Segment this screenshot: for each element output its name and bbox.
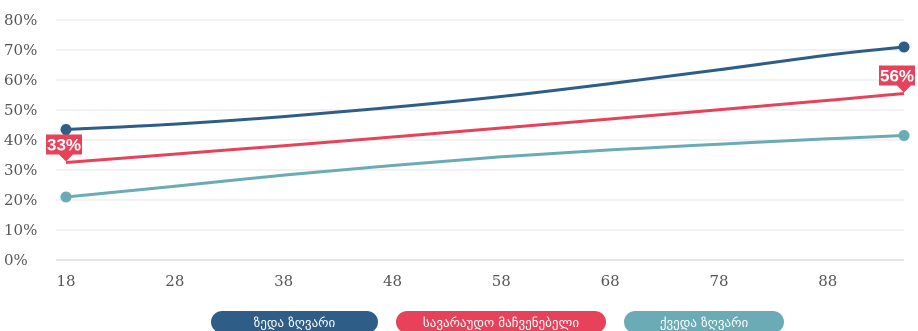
y-tick-label: 80% (4, 11, 37, 29)
legend-item-0[interactable]: ზედა ზღვარი (211, 311, 378, 331)
y-tick-label: 60% (4, 71, 37, 89)
x-tick-label: 38 (274, 272, 293, 290)
callout-pointer (59, 154, 73, 162)
data-label: 33% (47, 136, 81, 155)
grid-lines (56, 19, 904, 261)
data-point (60, 124, 72, 135)
x-tick-label: 58 (492, 272, 511, 290)
x-tick-label: 68 (601, 272, 620, 290)
series-line-1 (65, 92, 905, 164)
legend-pill (624, 311, 784, 331)
series-layer (60, 41, 910, 203)
callout-label: 56% (879, 65, 915, 93)
callouts-layer: 33% 56% (46, 65, 915, 162)
legend-label: ზედა ზღვარი (254, 316, 336, 331)
legend-label: სავარაუდო მაჩვენებელი (423, 316, 579, 331)
legend-item-2[interactable]: ქვედა ზღვარი (624, 311, 784, 331)
callout-box (879, 65, 915, 86)
y-tick-label: 40% (4, 131, 37, 149)
callout-pointer (897, 85, 911, 93)
series-line-2 (65, 134, 905, 199)
y-tick-label: 0% (4, 251, 28, 269)
data-label: 56% (880, 67, 914, 86)
y-tick-label: 30% (4, 161, 37, 179)
callout-label: 33% (46, 134, 82, 162)
y-axis: 0% 10% 20% 30% 40% 50% 60% 70% 80% (4, 11, 37, 269)
legend-pill (211, 311, 378, 331)
legend-item-1[interactable]: სავარაუდო მაჩვენებელი (396, 311, 606, 331)
y-tick-label: 20% (4, 191, 37, 209)
data-point (60, 191, 72, 203)
y-tick-label: 70% (4, 41, 37, 59)
x-tick-label: 28 (165, 272, 184, 290)
legend-pill (396, 311, 606, 331)
x-tick-label: 78 (709, 272, 728, 290)
x-tick-label: 88 (818, 272, 837, 290)
data-point (898, 41, 910, 53)
x-tick-label: 48 (383, 272, 402, 290)
y-tick-label: 10% (4, 221, 37, 239)
data-point (898, 130, 910, 141)
x-axis: 18 28 38 48 58 68 78 88 (56, 272, 837, 290)
y-tick-label: 50% (4, 101, 37, 119)
legend-label: ქვედა ზღვარი (660, 316, 749, 331)
series-line-0 (65, 45, 905, 131)
x-tick-label: 18 (56, 272, 75, 290)
legend: ზედა ზღვარი სავარაუდო მაჩვენებელი ქვედა ზღ… (211, 311, 784, 331)
callout-box (46, 134, 82, 155)
